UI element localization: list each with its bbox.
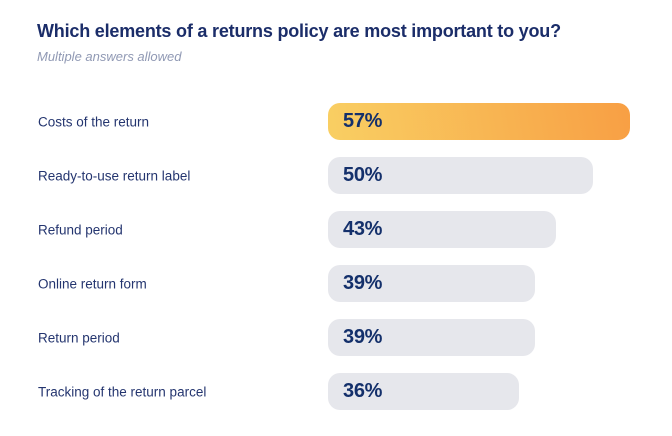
chart-row: Costs of the return 57%	[0, 103, 672, 140]
category-label: Costs of the return	[38, 114, 150, 129]
category-label: Tracking of the return parcel	[38, 384, 207, 399]
value-label: 36%	[343, 380, 383, 402]
value-label: 43%	[343, 218, 383, 240]
value-label: 39%	[343, 326, 383, 348]
category-label: Refund period	[38, 222, 123, 237]
category-label: Ready-to-use return label	[38, 168, 191, 183]
value-label: 39%	[343, 272, 383, 294]
chart-row: Ready-to-use return label 50%	[0, 157, 672, 194]
category-label: Online return form	[38, 276, 147, 291]
bar-chart: Costs of the return 57% Ready-to-use ret…	[0, 103, 672, 427]
bar: 39%	[328, 265, 535, 302]
chart-row: Return period 39%	[0, 319, 672, 356]
category-label: Return period	[38, 330, 120, 345]
bar: 57%	[328, 103, 631, 140]
bar: 36%	[328, 373, 519, 410]
chart-row: Tracking of the return parcel 36%	[0, 373, 672, 410]
bar: 50%	[328, 157, 593, 194]
bar: 43%	[328, 211, 556, 248]
chart-row: Refund period 43%	[0, 211, 672, 248]
value-label: 57%	[343, 110, 383, 132]
chart-subtitle: Multiple answers allowed	[37, 49, 182, 64]
chart-row: Online return form 39%	[0, 265, 672, 302]
chart-title: Which elements of a returns policy are m…	[37, 21, 561, 41]
value-label: 50%	[343, 164, 383, 186]
bar: 39%	[328, 319, 535, 356]
